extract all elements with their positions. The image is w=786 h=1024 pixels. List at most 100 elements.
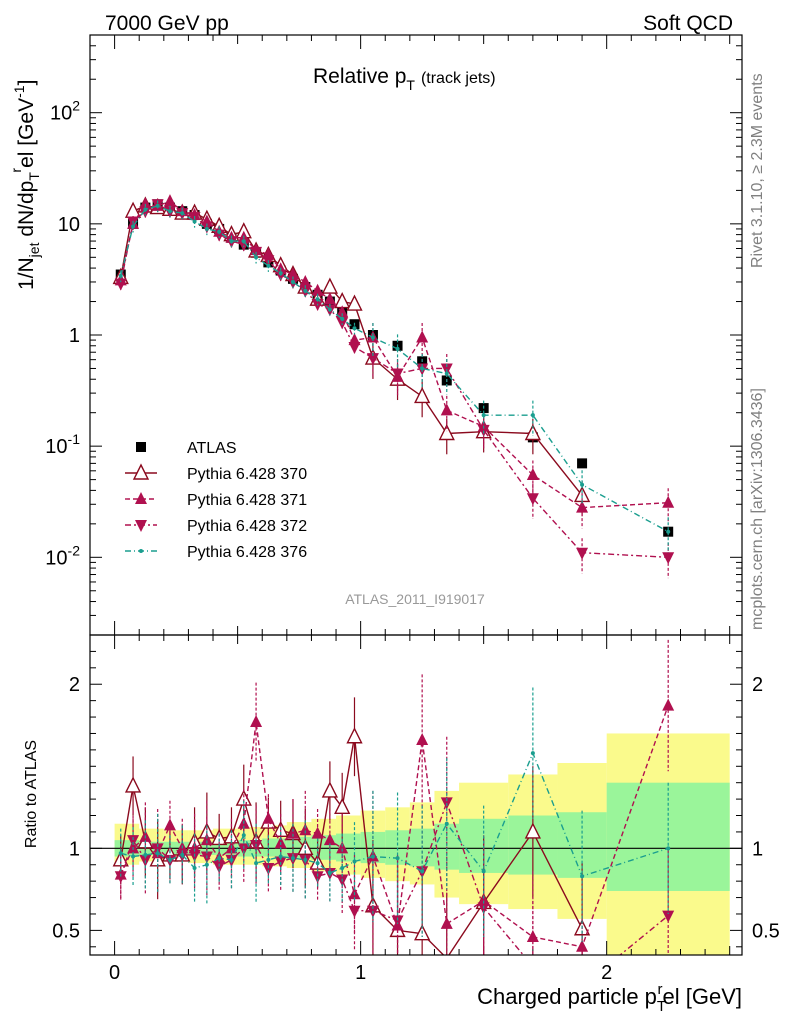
- legend-label: Pythia 6.428 370: [187, 466, 307, 483]
- ratio-point: [530, 751, 535, 756]
- ratio-point: [163, 818, 176, 831]
- data-point: [114, 278, 127, 291]
- y-tick-label: 1: [69, 325, 80, 347]
- ratio-point: [352, 859, 357, 864]
- main-panel: 10-2 10-1 1 10 102: [45, 34, 742, 636]
- ratio-point: [167, 857, 172, 862]
- ratio-y-tick-label-right: 2: [752, 674, 763, 696]
- ratio-line: [120, 705, 669, 948]
- ratio-point: [299, 823, 312, 836]
- ratio-series-p376: [118, 687, 671, 942]
- ratio-point: [266, 857, 271, 862]
- ratio-point: [348, 905, 361, 918]
- data-point: [163, 194, 176, 207]
- legend-marker: [135, 520, 147, 532]
- ratio-point: [290, 856, 295, 861]
- y-tick-label: 102: [50, 98, 80, 125]
- data-point: [391, 368, 404, 381]
- data-point: [229, 239, 234, 244]
- data-point: [346, 294, 363, 311]
- ratio-point: [327, 870, 332, 875]
- data-point: [395, 346, 400, 351]
- legend-marker: [132, 463, 150, 480]
- ratio-point: [440, 916, 453, 929]
- data-point: [416, 330, 429, 343]
- ratio-point: [662, 910, 675, 923]
- ratio-point: [180, 852, 185, 857]
- ratio-point: [315, 861, 320, 866]
- legend-label: Pythia 6.428 371: [187, 492, 307, 509]
- series-p376: [118, 200, 671, 553]
- ratio-point: [666, 846, 671, 851]
- ratio-point: [262, 863, 275, 876]
- series-line: [120, 205, 669, 533]
- data-point: [303, 288, 308, 293]
- data-point: [526, 468, 539, 481]
- ratio-point: [395, 856, 400, 861]
- data-point: [662, 552, 675, 565]
- main-title-note: (track jets): [421, 70, 496, 87]
- data-point: [321, 277, 339, 294]
- data-point: [340, 316, 345, 321]
- ratio-y-tick-label-right: 1: [752, 838, 763, 860]
- data-point: [370, 335, 375, 340]
- y-tick-label: 10-2: [45, 542, 80, 569]
- ratio-point: [124, 776, 142, 793]
- main-title-text: Relative p: [313, 65, 406, 88]
- data-point: [315, 297, 320, 302]
- ratio-y-axis-label: Ratio to ATLAS: [23, 740, 40, 848]
- ratio-point: [334, 797, 351, 815]
- ratio-point: [286, 826, 299, 839]
- legend-label: ATLAS: [187, 440, 237, 457]
- ratio-y-tick-label: 2: [69, 674, 80, 696]
- data-point: [336, 305, 349, 318]
- ratio-point: [524, 822, 542, 839]
- data-point: [481, 413, 486, 418]
- series-atlas: [115, 199, 674, 537]
- data-point: [348, 341, 361, 354]
- ratio-point: [321, 781, 339, 798]
- legend: ATLAS Pythia 6.428 370 Pythia 6.428 371 Pyt…: [125, 440, 307, 561]
- data-point: [526, 493, 539, 506]
- ratio-point: [237, 843, 250, 856]
- data-point: [576, 500, 589, 513]
- ratio-point: [323, 833, 336, 846]
- ratio-line: [120, 800, 669, 955]
- ratio-point: [192, 866, 197, 871]
- data-point: [666, 529, 671, 534]
- data-point: [155, 203, 160, 208]
- ratio-point: [311, 871, 324, 884]
- ratio-point: [278, 854, 283, 859]
- data-point: [366, 353, 379, 366]
- legend-label: Pythia 6.428 376: [187, 544, 307, 561]
- x-tick-label: 0: [109, 962, 120, 984]
- ratio-point: [204, 862, 209, 867]
- ratio-point: [444, 821, 449, 826]
- ratio-panel: 0.5 0.5 1 1 2 2 0 1 2: [52, 635, 780, 984]
- ratio-point: [391, 915, 404, 928]
- data-point: [204, 226, 209, 231]
- ratio-point: [143, 852, 148, 857]
- data-point: [118, 273, 123, 278]
- data-point: [286, 267, 299, 280]
- data-point: [530, 413, 535, 418]
- data-point: [180, 211, 185, 216]
- data-point: [290, 279, 295, 284]
- series-p370: [112, 196, 591, 517]
- data-point: [254, 255, 259, 260]
- data-point: [444, 371, 449, 376]
- data-point: [213, 229, 226, 242]
- ratio-point: [303, 857, 308, 862]
- ratio-point: [118, 851, 123, 856]
- data-point: [327, 307, 332, 312]
- data-point: [576, 547, 589, 560]
- data-point: [131, 224, 136, 229]
- site-label: mcplots.cern.ch [arXiv:1306.3436]: [749, 388, 766, 630]
- data-point: [217, 229, 222, 234]
- data-point: [278, 271, 283, 276]
- ratio-point: [250, 714, 263, 727]
- ratio-point: [311, 826, 324, 839]
- data-point: [580, 482, 585, 487]
- version-label: Rivet 3.1.10, ≥ 2.3M events: [749, 73, 766, 268]
